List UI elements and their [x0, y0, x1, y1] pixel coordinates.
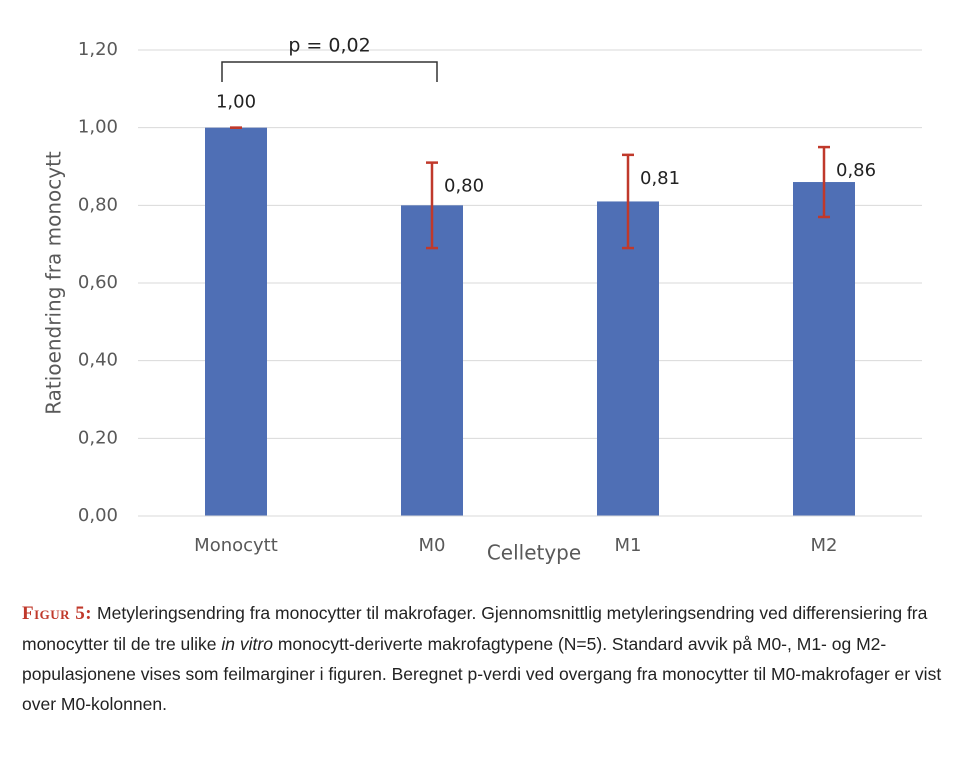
caption: Figur 5: Metyleringsendring fra monocytt…: [22, 598, 942, 719]
chart: Ratioendring fra monocytt Celletype 0,00…: [42, 35, 922, 565]
bar: [597, 201, 659, 516]
y-tick-label: 0,80: [78, 194, 118, 215]
value-label: 0,80: [444, 176, 484, 197]
x-tick-label: Monocytt: [194, 535, 278, 556]
annotation: p = 0,02: [288, 35, 370, 57]
value-label: 0,86: [836, 160, 876, 181]
caption-italic: in vitro: [221, 634, 273, 654]
bar: [401, 205, 463, 517]
bar: [793, 182, 855, 517]
x-axis-title: Celletype: [487, 541, 581, 565]
x-tick-label: M0: [419, 535, 446, 556]
y-tick-label: 0,40: [78, 350, 118, 371]
value-label: 0,81: [640, 168, 680, 189]
caption-text: Metyleringsendring fra monocytter til ma…: [22, 603, 928, 654]
error-bar: [426, 161, 438, 250]
bar: [205, 127, 267, 517]
x-tick-label: M1: [615, 535, 642, 556]
y-tick-label: 1,20: [78, 39, 118, 60]
error-bar: [818, 145, 830, 219]
y-axis-title: Ratioendring fra monocytt: [42, 151, 66, 415]
error-bar: [622, 153, 634, 250]
caption-text: monocytt-deriverte makrofagtypene (N=5).…: [22, 634, 942, 714]
y-tick-label: 0,60: [78, 272, 118, 293]
x-tick-label: M2: [811, 535, 838, 556]
bracket: [221, 61, 438, 82]
caption-label: Figur 5:: [22, 603, 93, 624]
y-tick-label: 0,20: [78, 427, 118, 448]
value-label: 1,00: [216, 92, 256, 113]
y-tick-label: 0,00: [78, 505, 118, 526]
y-tick-label: 1,00: [78, 117, 118, 138]
